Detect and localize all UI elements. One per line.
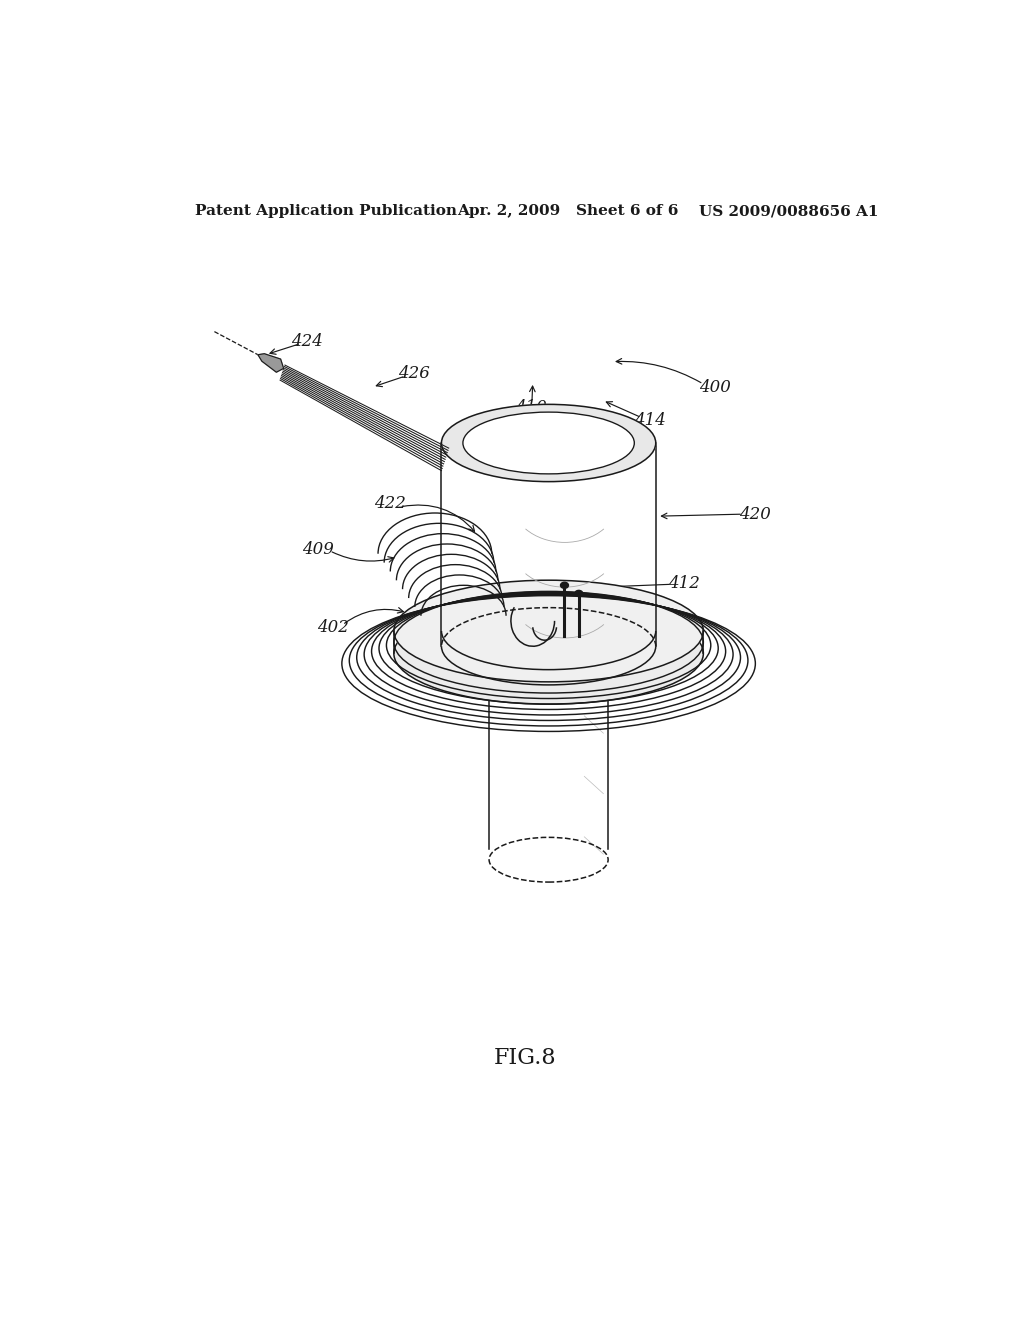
Text: 424: 424	[291, 333, 323, 350]
Text: 409: 409	[302, 541, 335, 558]
Text: 400: 400	[699, 379, 731, 396]
Text: 402: 402	[316, 619, 349, 636]
Text: 410: 410	[515, 399, 547, 416]
Text: 414: 414	[634, 412, 667, 429]
Text: Apr. 2, 2009   Sheet 6 of 6: Apr. 2, 2009 Sheet 6 of 6	[458, 205, 679, 218]
Text: US 2009/0088656 A1: US 2009/0088656 A1	[699, 205, 879, 218]
Text: Patent Application Publication: Patent Application Publication	[196, 205, 458, 218]
Ellipse shape	[489, 624, 608, 669]
Text: 422: 422	[374, 495, 406, 512]
Text: 412: 412	[668, 574, 699, 591]
Ellipse shape	[441, 404, 655, 482]
Text: 426: 426	[397, 366, 430, 383]
Ellipse shape	[560, 582, 568, 589]
Text: FIG.8: FIG.8	[494, 1047, 556, 1069]
Ellipse shape	[394, 602, 703, 704]
Polygon shape	[258, 354, 284, 372]
Ellipse shape	[574, 590, 583, 597]
Text: 420: 420	[739, 506, 771, 523]
Ellipse shape	[463, 412, 634, 474]
Ellipse shape	[394, 581, 703, 682]
